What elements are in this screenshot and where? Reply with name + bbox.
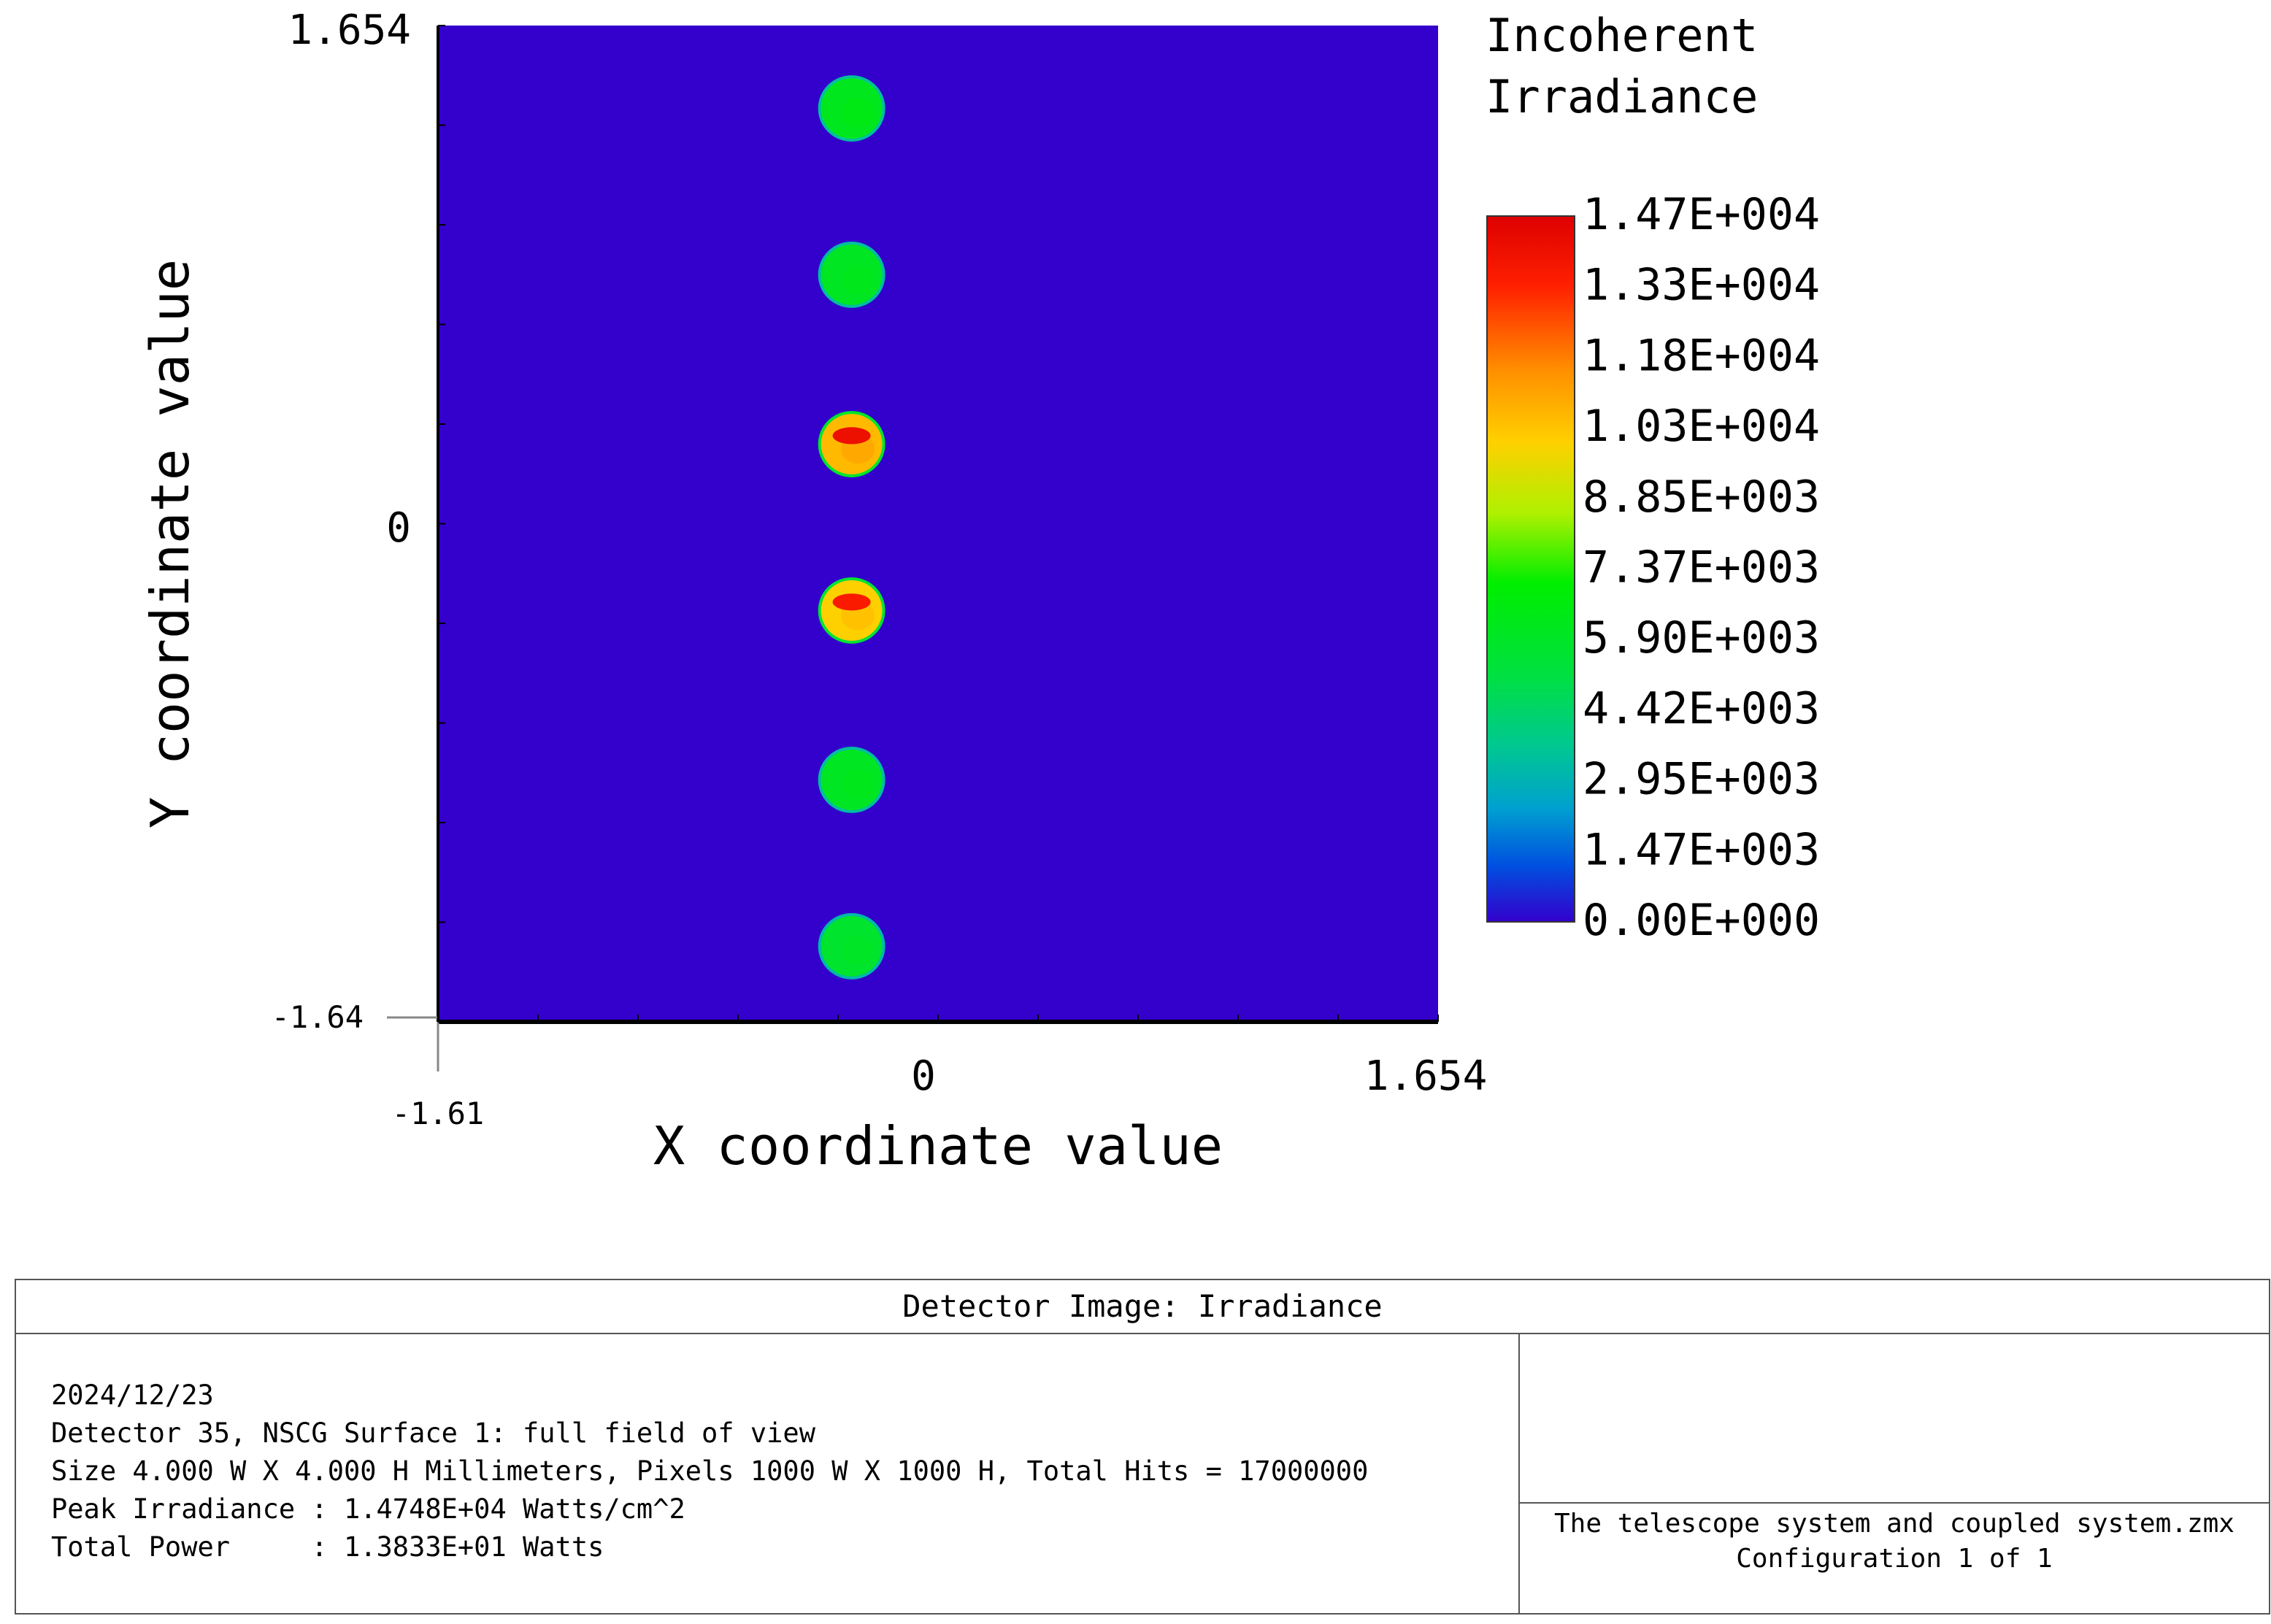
colorbar-tick-label: 1.47E+004 bbox=[1583, 189, 1820, 240]
irradiance-spot bbox=[818, 242, 885, 308]
legend-title-line1: Incoherent bbox=[1486, 9, 1758, 62]
spot-center bbox=[840, 935, 875, 966]
info-panel: Detector Image: Irradiance 2024/12/23 De… bbox=[15, 1279, 2270, 1615]
spot-center bbox=[840, 98, 875, 128]
info-configuration: Configuration 1 of 1 bbox=[1736, 1544, 2053, 1574]
spot-center bbox=[840, 769, 875, 800]
irradiance-spot bbox=[818, 747, 885, 813]
info-file: The telescope system and coupled system.… bbox=[1520, 1504, 2269, 1613]
plot-area bbox=[438, 26, 1438, 1022]
colorbar-tick-label: 2.95E+003 bbox=[1583, 754, 1820, 805]
irradiance-spot bbox=[818, 577, 885, 644]
spot-center bbox=[840, 263, 875, 295]
info-details: 2024/12/23 Detector 35, NSCG Surface 1: … bbox=[16, 1334, 1520, 1613]
colorbar-tick-label: 1.18E+004 bbox=[1583, 330, 1820, 381]
x-axis-label: X coordinate value bbox=[653, 1115, 1223, 1177]
y-tick-label-zero: 0 bbox=[386, 504, 411, 552]
colorbar bbox=[1486, 215, 1575, 923]
info-title: Detector Image: Irradiance bbox=[16, 1280, 2269, 1334]
colorbar-tick-label: 1.47E+003 bbox=[1583, 824, 1820, 875]
info-peak-irradiance: Peak Irradiance : 1.4748E+04 Watts/cm^2 bbox=[51, 1493, 685, 1525]
info-right-blank bbox=[1520, 1334, 2269, 1504]
spot-hotspot bbox=[832, 593, 871, 611]
info-size: Size 4.000 W X 4.000 H Millimeters, Pixe… bbox=[51, 1455, 1369, 1487]
colorbar-tick-label: 8.85E+003 bbox=[1583, 472, 1820, 523]
info-total-power: Total Power : 1.3833E+01 Watts bbox=[51, 1531, 604, 1563]
irradiance-spot bbox=[818, 912, 885, 980]
irradiance-chart: -1.61 0 1.654 1.654 0 -1.64 X coordinate… bbox=[139, 7, 1820, 1177]
x-tick-label-min: -1.61 bbox=[392, 1096, 484, 1131]
colorbar-tick-label: 1.33E+004 bbox=[1583, 260, 1820, 311]
x-tick-label-max: 1.654 bbox=[1364, 1052, 1488, 1100]
irradiance-spot bbox=[818, 411, 885, 477]
info-date: 2024/12/23 bbox=[51, 1379, 214, 1411]
info-file-name: The telescope system and coupled system.… bbox=[1554, 1509, 2235, 1539]
y-axis-label: Y coordinate value bbox=[139, 259, 201, 828]
y-tick-label-min: -1.64 bbox=[272, 999, 364, 1035]
colorbar-tick-label: 5.90E+003 bbox=[1583, 612, 1820, 663]
irradiance-spot bbox=[818, 75, 885, 142]
legend-title-line2: Irradiance bbox=[1486, 70, 1758, 123]
x-tick-label-zero: 0 bbox=[911, 1052, 936, 1100]
colorbar-tick-label: 0.00E+000 bbox=[1583, 895, 1820, 946]
colorbar-tick-label: 1.03E+004 bbox=[1583, 401, 1820, 452]
colorbar-tick-label: 7.37E+003 bbox=[1583, 542, 1820, 593]
colorbar-tick-label: 4.42E+003 bbox=[1583, 683, 1820, 734]
y-tick-label-max: 1.654 bbox=[288, 7, 411, 54]
spot-hotspot bbox=[832, 427, 871, 445]
info-detector: Detector 35, NSCG Surface 1: full field … bbox=[51, 1417, 815, 1449]
